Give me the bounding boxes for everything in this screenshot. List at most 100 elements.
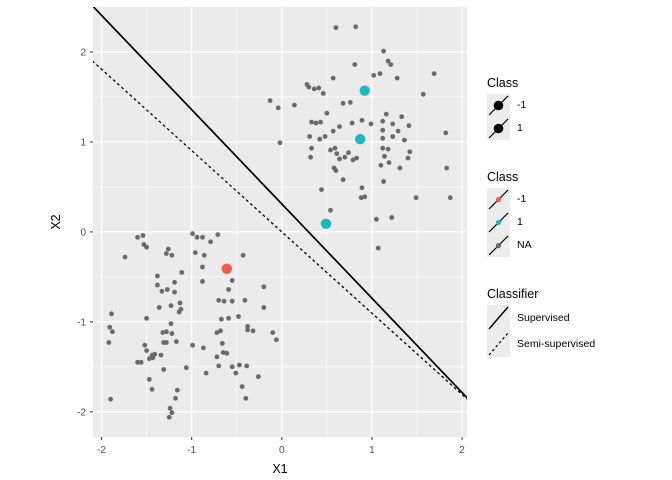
data-point [378, 162, 384, 168]
data-point [106, 340, 112, 345]
data-point [168, 321, 174, 327]
data-point [337, 124, 342, 129]
x-tick-label: 1 [369, 445, 375, 456]
data-point [236, 314, 241, 319]
data-point [216, 297, 222, 303]
data-point [322, 134, 328, 139]
data-point [349, 120, 355, 126]
data-point [380, 127, 386, 133]
y-axis: -2 -1 0 1 2 X2 [49, 47, 93, 418]
data-point [167, 405, 173, 411]
data-point [405, 155, 411, 161]
data-point [377, 71, 383, 76]
data-point [200, 264, 205, 270]
data-point [144, 315, 150, 321]
data-point [359, 185, 365, 191]
series-labeled-class-neg1 [221, 263, 232, 274]
data-point [146, 377, 152, 382]
teal-dot-with-line-icon [487, 211, 510, 234]
data-point [274, 337, 279, 343]
data-point [169, 331, 175, 336]
data-point [144, 244, 150, 250]
data-point [146, 356, 152, 362]
data-point [359, 85, 370, 96]
dashed-line-icon [487, 331, 510, 357]
legend-title: Classifier [487, 287, 539, 301]
classifier-line-supervised [93, 7, 467, 399]
data-point [359, 117, 365, 123]
data-point [174, 339, 179, 344]
x-axis: -2 -1 0 1 2 X1 [97, 437, 465, 476]
data-point [165, 246, 171, 252]
data-point [347, 100, 353, 105]
data-point [350, 157, 356, 163]
data-point [224, 350, 230, 356]
data-point [149, 386, 155, 392]
data-point [122, 254, 128, 260]
data-point [420, 91, 426, 97]
data-point [353, 24, 359, 30]
legend-title: Class [487, 76, 519, 90]
data-point [190, 231, 196, 237]
legend-item: Semi-supervised [487, 331, 669, 357]
major-gridlines [93, 7, 467, 437]
data-point [337, 156, 342, 162]
legend-item: 1 [487, 117, 669, 140]
data-point [219, 341, 225, 346]
data-point [160, 330, 166, 335]
data-point [108, 396, 113, 402]
data-point [166, 414, 172, 420]
series-unlabeled [106, 24, 453, 420]
data-point [402, 137, 407, 143]
data-point [159, 288, 165, 294]
data-point [201, 345, 206, 351]
data-point [342, 154, 348, 160]
data-point [142, 342, 148, 348]
data-point [406, 123, 412, 129]
legend-class-color: Class -1 1 NA [487, 170, 669, 257]
data-point [229, 278, 235, 283]
data-point [214, 330, 220, 335]
data-point [261, 305, 267, 310]
data-point [237, 362, 242, 368]
data-point [380, 145, 386, 151]
data-point [201, 252, 207, 258]
data-point [346, 150, 351, 156]
y-tick-label: 1 [80, 137, 86, 148]
data-point [172, 279, 178, 285]
data-point [150, 355, 156, 361]
data-point [390, 134, 396, 139]
legend-class-size: Class -1 1 [487, 76, 669, 140]
series-labeled-class-1 [320, 85, 370, 229]
data-point [340, 177, 346, 183]
data-point [443, 130, 449, 136]
data-point [110, 329, 115, 335]
data-point [385, 146, 391, 152]
data-point [214, 354, 220, 360]
data-point [328, 147, 333, 153]
data-point [308, 154, 313, 160]
data-point [374, 216, 379, 222]
data-point [239, 384, 245, 389]
data-point [144, 348, 150, 353]
data-point [330, 128, 336, 134]
legend-item: -1 [487, 94, 669, 117]
data-point [319, 187, 324, 193]
legend-item-label: -1 [517, 193, 527, 206]
data-point [240, 252, 246, 258]
big-dot-with-line-icon [487, 117, 510, 140]
data-point [200, 279, 205, 284]
data-point [169, 410, 175, 416]
data-point [390, 121, 396, 127]
data-point [183, 365, 189, 371]
data-point [267, 98, 273, 103]
legend-item: NA [487, 234, 669, 257]
data-point [245, 327, 251, 333]
data-point [169, 252, 175, 258]
y-tick-label: 0 [80, 227, 86, 238]
data-point [215, 232, 221, 238]
classifier-line-semi-supervised [93, 60, 467, 400]
data-point [399, 114, 405, 120]
